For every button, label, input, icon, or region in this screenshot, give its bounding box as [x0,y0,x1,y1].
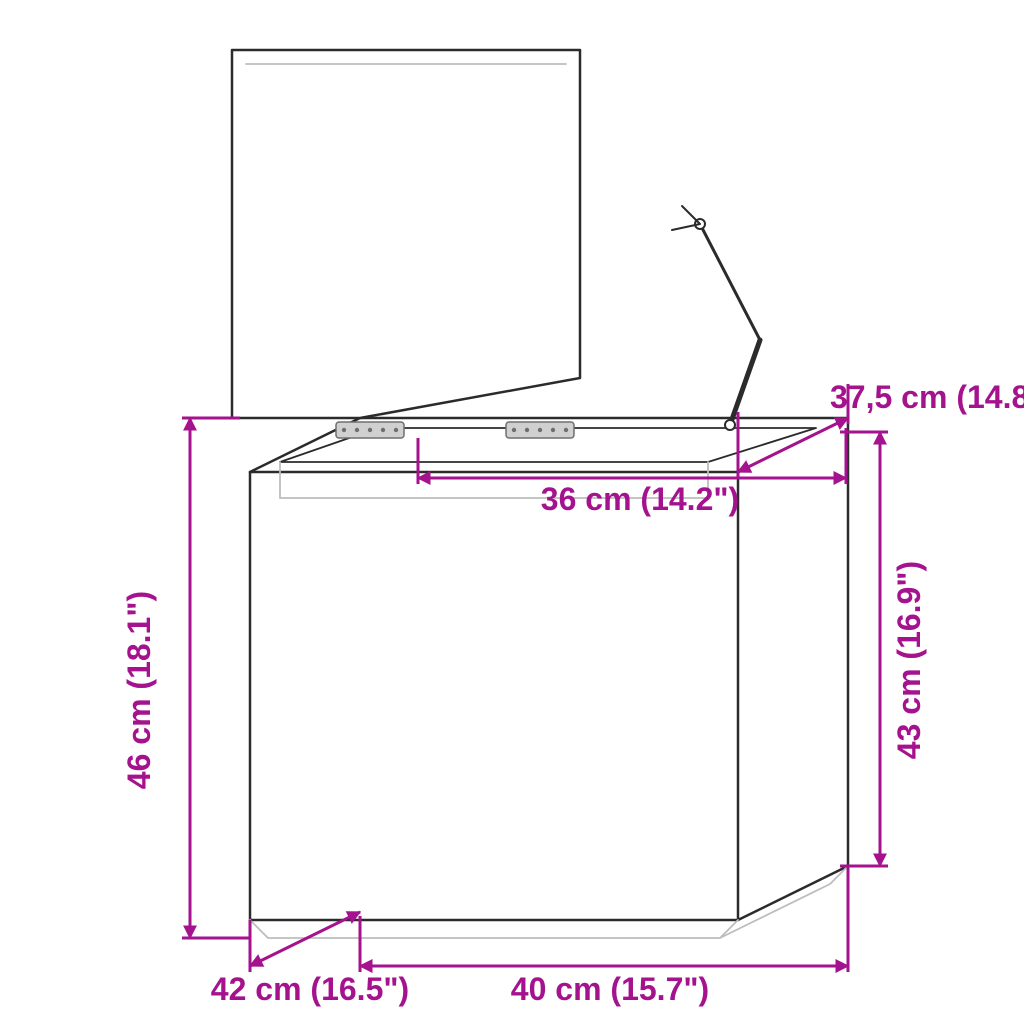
dim-top-depth: 37,5 cm (14.8") [830,379,1024,415]
dimension-diagram: 46 cm (18.1") 43 cm (16.9") 42 cm (16.5") 4… [0,0,1024,1024]
dim-bottom-depth: 42 cm (16.5") [211,971,409,1007]
dim-inner-width: 36 cm (14.2") [541,481,739,517]
dim-right-height: 43 cm (16.9") [891,561,927,759]
hinge-icon [506,422,574,438]
dim-bottom-width: 40 cm (15.7") [511,971,709,1007]
hinge-icon [336,422,404,438]
dim-left-height: 46 cm (18.1") [121,591,157,789]
gas-strut [672,206,760,430]
